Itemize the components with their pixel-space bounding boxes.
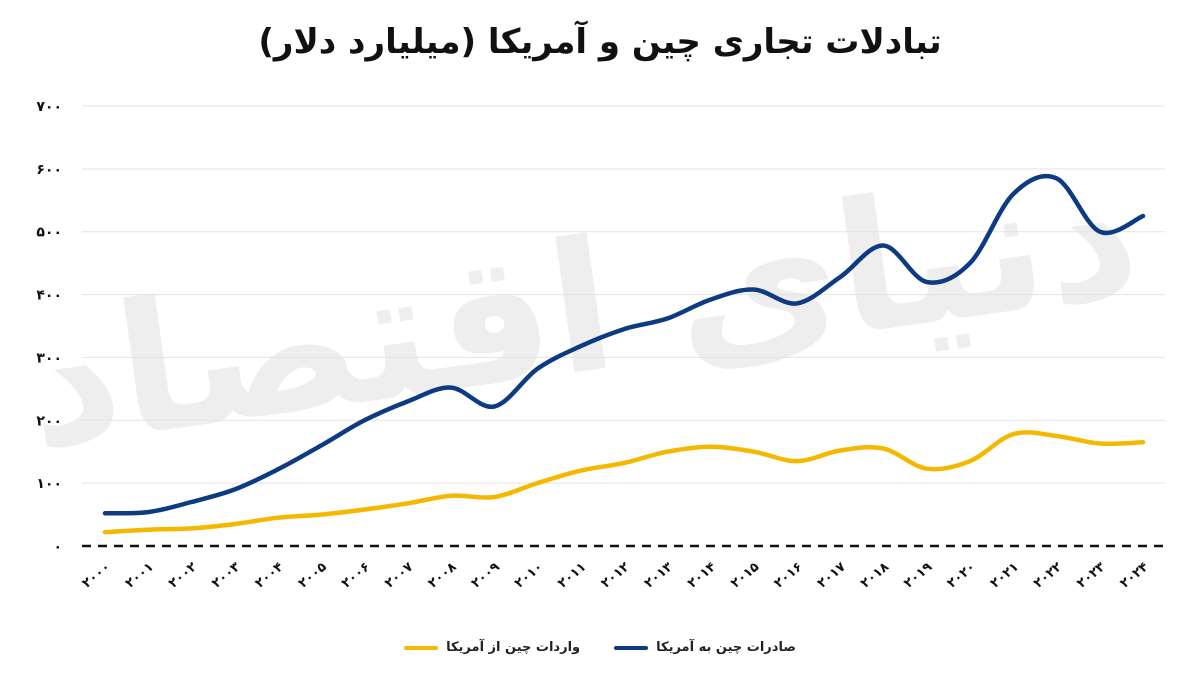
y-tick-label-500: ۵۰۰: [36, 225, 62, 241]
x-tick-label-2016: ۲۰۱۶: [772, 560, 806, 592]
legend-swatch-imports: [404, 645, 439, 650]
series-line-exports: [102, 173, 1146, 516]
x-axis-ticks: ۲۰۰۰ ۲۰۰۱ ۲۰۰۲ ۲۰۰۳ ۲۰۰۴ ۲۰۰۵ ۲۰۰۶ ۲۰۰۷ ۲۰۰۸ ۲۰۰۹…: [80, 560, 1152, 592]
y-tick-label-700: ۷۰۰: [36, 99, 62, 115]
x-tick-label-2005: ۲۰۰۵: [296, 560, 330, 592]
x-tick-label-2012: ۲۰۱۲: [599, 560, 633, 592]
x-tick-label-2000: ۲۰۰۰: [80, 560, 114, 592]
legend-swatch-exports: [614, 645, 649, 650]
x-tick-label-2008: ۲۰۰۸: [426, 560, 460, 592]
x-tick-label-2007: ۲۰۰۷: [382, 560, 416, 592]
legend: واردات چین از آمریکا صادرات چین به آمریک…: [0, 640, 1200, 655]
y-axis-ticks: ۰ ۱۰۰ ۲۰۰ ۳۰۰ ۴۰۰ ۵۰۰ ۶۰۰ ۷۰۰: [36, 99, 62, 555]
x-tick-label-2019: ۲۰۱۹: [901, 560, 935, 592]
watermark: دنیای اقتصاد: [13, 128, 1150, 491]
x-tick-label-2001: ۲۰۰۱: [123, 560, 157, 592]
y-tick-label-100: ۱۰۰: [36, 476, 62, 492]
x-tick-label-2024: ۲۰۲۴: [1118, 560, 1152, 592]
x-tick-label-2002: ۲۰۰۲: [166, 560, 200, 592]
x-tick-label-2013: ۲۰۱۳: [642, 560, 676, 592]
y-tick-label-600: ۶۰۰: [36, 162, 62, 178]
x-tick-label-2017: ۲۰۱۷: [815, 560, 849, 592]
x-tick-label-2011: ۲۰۱۱: [555, 560, 589, 592]
x-tick-label-2020: ۲۰۲۰: [945, 560, 979, 592]
chart-title: تبادلات تجاری چین و آمریکا (میلیارد دلار…: [258, 22, 942, 62]
x-tick-label-2014: ۲۰۱۴: [685, 560, 719, 592]
series-line-imports: [102, 430, 1146, 535]
x-tick-label-2022: ۲۰۲۲: [1031, 560, 1065, 592]
legend-label-imports: واردات چین از آمریکا: [446, 640, 581, 655]
series-lines: [102, 173, 1146, 535]
x-tick-label-2004: ۲۰۰۴: [253, 560, 287, 592]
y-tick-label-400: ۴۰۰: [36, 288, 62, 304]
x-tick-label-2018: ۲۰۱۸: [858, 560, 892, 592]
legend-label-exports: صادرات چین به آمریکا: [656, 640, 796, 655]
x-tick-label-2023: ۲۰۲۳: [1074, 560, 1108, 592]
legend-item-exports: صادرات چین به آمریکا: [614, 640, 796, 655]
y-tick-label-300: ۳۰۰: [36, 350, 62, 366]
x-tick-label-2010: ۲۰۱۰: [512, 560, 546, 592]
legend-item-imports: واردات چین از آمریکا: [404, 640, 580, 655]
grid-lines: [82, 105, 1165, 548]
x-tick-label-2015: ۲۰۱۵: [728, 560, 762, 592]
x-tick-label-2021: ۲۰۲۱: [988, 560, 1022, 592]
x-tick-label-2003: ۲۰۰۳: [209, 560, 243, 592]
x-tick-label-2006: ۲۰۰۶: [339, 560, 373, 592]
x-tick-label-2009: ۲۰۰۹: [469, 560, 503, 592]
y-tick-label-0: ۰: [53, 539, 62, 555]
y-tick-label-200: ۲۰۰: [36, 413, 62, 429]
